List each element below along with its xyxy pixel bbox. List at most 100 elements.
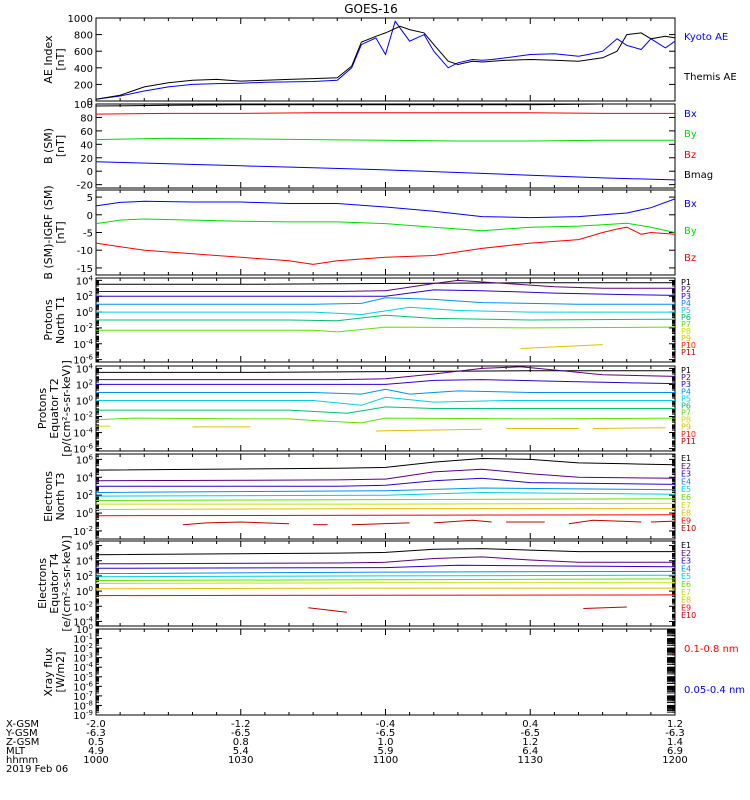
legend-item: E5 — [681, 485, 691, 494]
y-tick-label-base: 10 — [76, 509, 89, 520]
x-cell: 1130 — [518, 755, 543, 766]
series-line-e8 — [95, 508, 675, 510]
y-tick-label-exponent: -4 — [86, 615, 94, 623]
y-tick-label-base: 10 — [73, 711, 86, 722]
legend-item: E7 — [681, 588, 691, 597]
x-cell: 4.9 — [88, 746, 104, 757]
y-tick-label: -10 — [77, 246, 93, 257]
y-tick-label: 10-4 — [73, 615, 93, 628]
x-cell: 1.2 — [522, 737, 538, 748]
y-tick-label: 100 — [74, 100, 93, 111]
x-cell: -6.5 — [376, 728, 396, 739]
series-line-p9 — [520, 344, 603, 349]
y-tick-label-exponent: 0 — [89, 507, 93, 515]
y-tick-label-exponent: -6 — [86, 443, 94, 451]
legend-item: E10 — [681, 611, 696, 620]
y-axis-label: B (SM) [nT] — [42, 128, 67, 164]
panel-frame — [95, 628, 676, 716]
y-axis-label-line: AE Index — [42, 35, 55, 84]
legend-item: Themis AE — [683, 72, 737, 83]
legend-item: E1 — [681, 541, 691, 550]
series-line-e10 — [568, 519, 642, 525]
legend-item: E9 — [681, 603, 691, 612]
y-tick-label: 106 — [76, 453, 94, 466]
y-tick-label: 10-2 — [73, 525, 93, 538]
y-axis-label-line: Protons — [42, 299, 55, 340]
y-tick-label-base: 10 — [76, 557, 89, 568]
y-tick-label-base: 10 — [76, 308, 89, 319]
y-tick-label-base: 10 — [73, 527, 86, 538]
x-cell: 6.9 — [667, 746, 683, 757]
legend-item: E4 — [681, 477, 691, 486]
y-tick-label: 10-6 — [73, 443, 93, 456]
y-tick-label-exponent: 4 — [89, 274, 94, 282]
series-line-p6 — [96, 314, 676, 322]
legend-item: E4 — [681, 564, 691, 573]
series-line-bz — [95, 226, 676, 265]
y-tick-label-base: -15 — [77, 264, 93, 275]
y-tick-label: 0 — [87, 167, 93, 178]
y-tick-label: 60 — [80, 127, 93, 138]
x-cell: -0.4 — [376, 719, 396, 730]
series-line-e10 — [308, 607, 347, 613]
y-tick-label-exponent: 4 — [89, 555, 94, 563]
x-cell: -6.5 — [231, 728, 251, 739]
legend-item: E3 — [681, 470, 691, 479]
series-line-bmag — [95, 103, 675, 107]
y-tick-label-base: 80 — [80, 113, 93, 124]
y-axis-label: AE Index [nT] — [42, 35, 67, 84]
series-line-e7 — [96, 502, 676, 505]
series-line-e1 — [95, 548, 675, 556]
y-tick-label: 100 — [76, 306, 93, 319]
y-tick-label-base: 200 — [74, 80, 93, 91]
x-cell: -6.3 — [86, 728, 106, 739]
legend-item: P4 — [681, 387, 691, 396]
legend-item: Bz — [684, 150, 696, 161]
legend-item: P4 — [681, 299, 691, 308]
legend-item: P6 — [681, 401, 691, 410]
panel-bigrf: -15 -10 -5 0 5 B (SM)-IGRF (SM) [nT] Bx By Bz — [42, 185, 697, 279]
y-tick-label: 102 — [76, 570, 93, 583]
y-tick-label: 10-2 — [73, 411, 93, 424]
y-tick-label: 20 — [80, 154, 93, 165]
y-tick-label-base: 10 — [76, 364, 89, 375]
series-line-e6 — [95, 498, 676, 501]
x-row-label: 2019 Feb 06 — [6, 764, 68, 775]
y-tick-label-exponent: -6 — [86, 680, 94, 688]
series-line-e5 — [95, 491, 676, 497]
y-axis-label-line: Equator T2 — [48, 378, 61, 438]
y-tick-label: 100 — [76, 394, 93, 407]
y-axis-label: Protons North T1 — [42, 296, 67, 344]
series-line-e10 — [583, 606, 627, 609]
legend-item: P6 — [681, 313, 691, 322]
y-tick-label: 10-4 — [73, 427, 93, 440]
y-tick-label-base: 10 — [73, 340, 86, 351]
legend-item: P3 — [681, 292, 691, 301]
legend-item: 0.1-0.8 nm — [684, 644, 739, 655]
legend-item: P10 — [681, 430, 696, 439]
y-tick-label-base: 10 — [73, 673, 86, 684]
y-tick-label: 102 — [76, 489, 93, 502]
y-tick-label: -5 — [83, 229, 93, 240]
series-line-p1 — [96, 370, 675, 373]
series-line-p9 — [375, 428, 483, 432]
series-line-bz — [95, 112, 675, 115]
y-tick-label-base: 10 — [73, 635, 86, 646]
y-axis-label: Electrons Equator T4 [e/(cm²-s-sr-keV)] — [36, 535, 73, 631]
y-tick-label-exponent: 2 — [89, 290, 93, 298]
y-tick-label: 400 — [74, 64, 93, 75]
panel-frame — [95, 103, 676, 189]
legend-item: E6 — [681, 580, 691, 589]
legend-item: E8 — [681, 509, 691, 518]
y-tick-label-exponent: -9 — [86, 709, 93, 717]
y-tick-label-base: 10 — [73, 602, 86, 613]
y-tick-label: 40 — [80, 140, 93, 151]
legend-item: E2 — [681, 549, 691, 558]
x-cell: 1100 — [373, 755, 398, 766]
y-axis-label-line: B (SM) — [42, 128, 55, 164]
y-tick-label-exponent: 2 — [89, 378, 93, 386]
legend-item: By — [684, 129, 697, 140]
